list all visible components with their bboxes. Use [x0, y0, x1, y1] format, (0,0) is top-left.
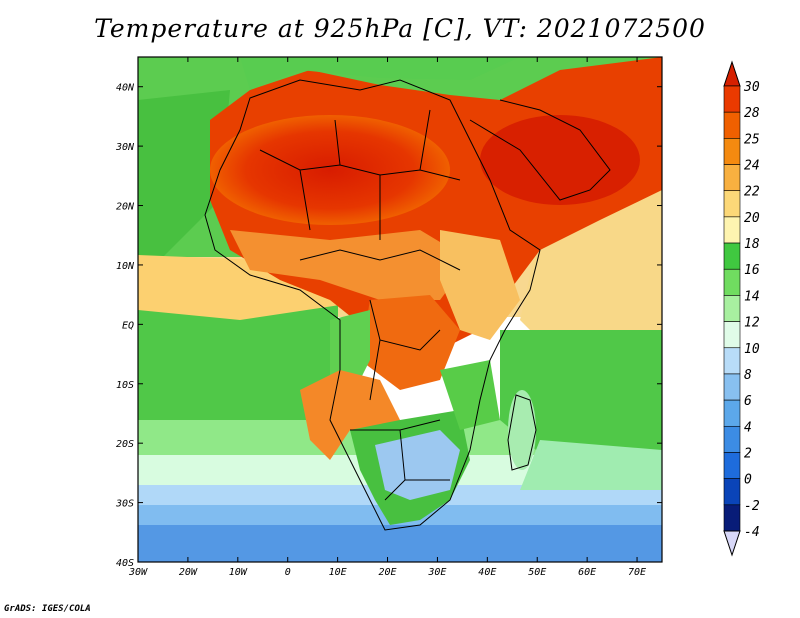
colorbar-level-label: 24	[744, 159, 760, 174]
borders-north	[259, 109, 461, 240]
lat-tick-label: 40S	[116, 558, 134, 569]
east-africa-highlands	[440, 230, 520, 340]
colorbar-level-label: 4	[744, 420, 752, 435]
credit-label: GrADS: IGES/COLA	[4, 604, 91, 614]
colorbar-level-label: 30	[743, 80, 760, 95]
colorbar-swatch	[723, 295, 741, 322]
canary-green	[138, 90, 230, 260]
colorbar-level-label: -4	[744, 525, 760, 540]
madagascar	[508, 390, 536, 470]
lat-tick-label: 20S	[116, 439, 134, 450]
lon-tick-label: 10W	[229, 567, 248, 578]
lon-tick-label: 0	[285, 567, 291, 578]
colorbar-swatch	[723, 138, 741, 165]
ocean-south-5	[138, 525, 662, 562]
map-frame	[137, 56, 663, 563]
colorbar-bottom-arrow	[723, 530, 741, 557]
gulf-guinea-warm	[138, 255, 340, 320]
lat-tick-label: 20N	[116, 202, 135, 213]
colorbar-swatch	[723, 321, 741, 349]
colorbar-swatch	[723, 85, 741, 113]
colorbar-level-label: 18	[744, 237, 760, 252]
colorbar-swatch	[723, 425, 741, 453]
lat-tick-label: EQ	[122, 320, 134, 331]
colorbar-swatch	[723, 216, 741, 244]
africa-coastline	[204, 79, 541, 531]
temperature-field	[138, 57, 662, 562]
lon-tick-label: 40E	[478, 567, 496, 578]
lon-tick-label: 60E	[578, 567, 596, 578]
southern-africa-cool	[375, 430, 460, 500]
colorbar-level-label: 2	[744, 446, 752, 461]
latitude-axis: 40N 30N 20N 10N EQ 10S 20S 30S 40S	[115, 83, 662, 569]
plot-title: Temperature at 925hPa [C], VT: 202107250…	[94, 14, 706, 43]
borders-south	[350, 419, 450, 501]
colorbar-level-label: -2	[744, 499, 760, 514]
colorbar-swatch	[723, 242, 741, 270]
indian-ocean-green	[500, 330, 662, 470]
colorbar-level-label: 0	[744, 473, 752, 488]
colorbar-swatch	[723, 190, 741, 218]
lat-tick-label: 40N	[116, 83, 135, 94]
indian-ocean-cool	[520, 440, 662, 490]
lon-tick-label: 70E	[628, 567, 646, 578]
colorbar-level-label: 14	[744, 289, 760, 304]
arabia-coastline	[469, 99, 611, 201]
colorbar-level-label: 16	[744, 263, 760, 278]
mozambique-green	[440, 360, 500, 430]
colorbar-level-label: 12	[744, 316, 760, 331]
colorbar-level-label: 20	[744, 211, 760, 226]
colorbar-swatch	[723, 268, 741, 296]
colorbar-swatch	[723, 504, 741, 532]
lat-tick-label: 30S	[115, 499, 134, 510]
longitude-axis: 30W 20W 10W 0 10E 20E 30E 40E 50E 60E 70E	[128, 57, 646, 578]
central-africa-orange	[360, 295, 460, 390]
lon-tick-label: 20E	[378, 567, 396, 578]
colorbar-swatch	[723, 452, 741, 479]
colorbar-level-label: 10	[744, 342, 760, 357]
madagascar-coast	[507, 394, 537, 471]
colorbar-swatch	[723, 164, 741, 192]
colorbar-level-label: 8	[744, 368, 752, 383]
lon-tick-label: 50E	[528, 567, 546, 578]
arabia-hot-core	[480, 115, 640, 205]
lon-tick-label: 10E	[329, 567, 347, 578]
colorbar-level-label: 6	[744, 394, 752, 409]
colorbar-swatch	[723, 373, 741, 401]
sahara-hot-core	[210, 115, 450, 225]
borders-central	[299, 249, 461, 401]
lat-tick-label: 10S	[116, 380, 134, 391]
lon-tick-label: 30E	[427, 567, 446, 578]
coastlines	[204, 79, 611, 531]
lon-tick-label: 20W	[179, 567, 198, 578]
colorbar-top-arrow	[723, 60, 741, 87]
sahel-orange	[230, 230, 470, 300]
lat-tick-label: 10N	[116, 261, 135, 272]
lat-tick-label: 30N	[115, 142, 135, 153]
colorbar-level-label: 22	[744, 185, 760, 200]
lon-tick-label: 30W	[128, 567, 148, 578]
colorbar-level-label: 28	[744, 106, 760, 121]
colorbar-level-label: 25	[744, 132, 760, 147]
colorbar-swatch	[723, 347, 741, 375]
colorbar-swatch	[723, 111, 741, 139]
colorbar-swatch	[723, 399, 741, 427]
colorbar-swatch	[723, 478, 741, 506]
europe-green	[240, 57, 520, 90]
